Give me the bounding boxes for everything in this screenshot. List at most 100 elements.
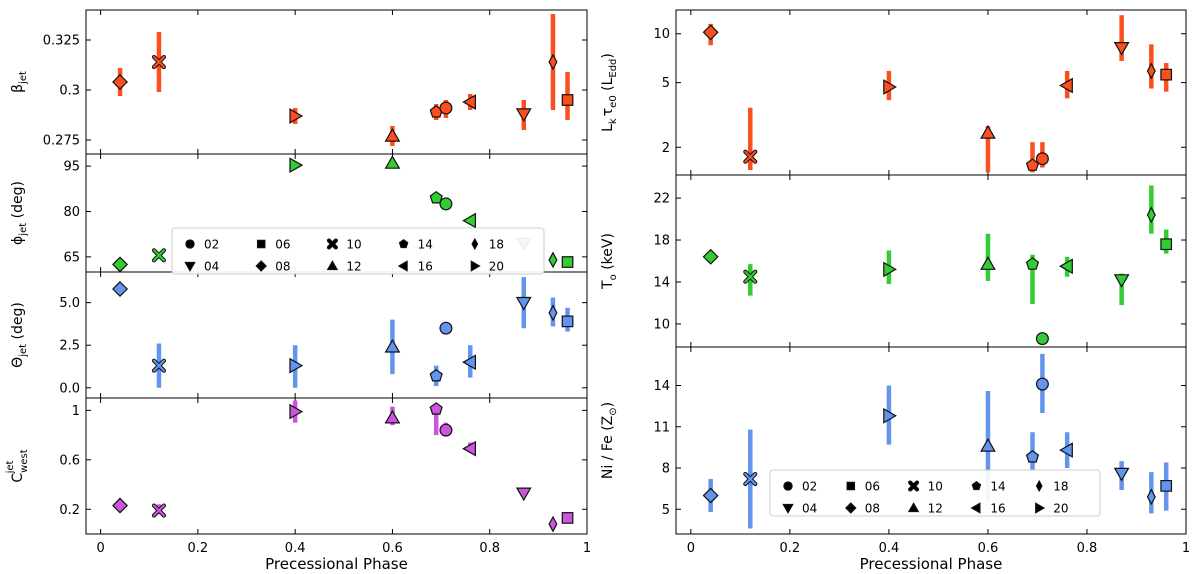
ytick-label: 80: [63, 205, 80, 220]
point-12: [980, 437, 996, 452]
ytick-label: 0.275: [43, 134, 80, 149]
point-08: [702, 24, 719, 41]
ytick-label: 1: [72, 404, 80, 419]
legend-marker-16: [970, 502, 981, 514]
point-18: [1146, 488, 1156, 506]
legend-marker-10: [326, 238, 338, 250]
point-10-stroke-b: [744, 150, 757, 163]
point-02: [439, 423, 453, 437]
ylabel-part: Θ: [10, 357, 26, 368]
point-20: [883, 407, 897, 424]
point-12: [384, 155, 401, 169]
legend-label-20: 20: [1053, 502, 1068, 516]
ylabel-part: ): [600, 402, 616, 407]
point-12: [384, 409, 401, 424]
legend-marker-16: [397, 260, 408, 272]
point-06: [561, 315, 574, 328]
legend-marker-06: [256, 239, 266, 249]
point-06: [1160, 238, 1173, 251]
ytick-label: 5: [662, 503, 670, 518]
legend-label-08: 08: [865, 502, 880, 516]
ylabel-part: (L: [600, 77, 616, 95]
legend-label-06: 06: [865, 480, 880, 494]
legend-marker-18: [471, 237, 479, 251]
ylabel-part: (deg): [10, 302, 26, 344]
point-10: [151, 248, 167, 263]
panel-frame: [85, 397, 588, 535]
point-04: [1113, 41, 1130, 56]
point-16: [462, 94, 476, 110]
point-10: [151, 503, 167, 518]
point-18: [548, 304, 558, 322]
point-02: [1035, 152, 1049, 166]
ylabel-part: T: [600, 280, 616, 290]
point-16: [1059, 258, 1073, 275]
point-10-stroke-b: [744, 472, 757, 486]
point-10: [743, 471, 758, 487]
point-08: [112, 256, 129, 273]
ylabel-c_west: Cwestjet: [5, 449, 30, 482]
ylabel-sub: ⊙: [608, 407, 619, 415]
point-06: [561, 94, 574, 106]
legend-marker-06: [846, 481, 856, 491]
point-10-stroke-b: [152, 504, 166, 517]
legend-label-16: 16: [990, 502, 1005, 516]
legend-label-06: 06: [275, 238, 290, 252]
ytick-label: 2.5: [59, 339, 80, 354]
ylabel-sub: Edd: [608, 59, 619, 78]
legend-right: 02 06 10 14 18 04 08 12 16 20: [769, 469, 1101, 517]
legend-label-08: 08: [275, 260, 290, 274]
ytick-label: 14: [653, 275, 670, 290]
ylabel-part: (keV): [600, 233, 616, 274]
xtick-label: 1: [1182, 541, 1190, 556]
point-14: [1025, 450, 1040, 463]
legend-marker-04: [184, 261, 196, 272]
point-04: [1113, 467, 1130, 482]
xtick-label: 0.6: [382, 541, 403, 556]
ytick-label: 2: [662, 141, 670, 156]
legend-label-12: 12: [928, 502, 943, 516]
legend-marker-10: [908, 480, 920, 492]
xtick-label: 0.8: [479, 541, 500, 556]
ylabel-lk_tau: Lkτe0 (LEdd): [600, 53, 619, 132]
point-12: [384, 127, 401, 142]
ylabel-part: ): [600, 53, 616, 58]
point-20: [289, 403, 304, 420]
point-20: [883, 261, 897, 278]
ytick-label: 22: [653, 192, 670, 207]
xtick-label: 0.8: [1077, 541, 1098, 556]
legend-label-04: 04: [204, 260, 219, 274]
xtick-label: 0: [687, 541, 695, 556]
ylabel-part: ϕ: [10, 236, 26, 245]
ylabel-ni_fe: Ni / Fe (Z⊙): [600, 402, 619, 479]
xtick-label: 0: [96, 541, 104, 556]
point-08: [702, 248, 719, 265]
ytick-label: 95: [63, 160, 80, 175]
legend-marker-14: [398, 238, 409, 249]
legend-left: 02 06 10 14 18 04 08 12 16 20: [171, 227, 545, 275]
ylabel-t0: To (keV): [600, 233, 619, 290]
legend-label-18: 18: [1053, 480, 1068, 494]
point-10-stroke-b: [152, 249, 166, 262]
legend-marker-12: [907, 502, 920, 513]
legend-label-14: 14: [990, 480, 1005, 494]
panel-theta_jet: 0.0 2.5 5.0: [59, 271, 588, 399]
ylabel-theta_jet: Θjet (deg): [10, 302, 29, 368]
panel-ni_fe: 5 8 11 14 0 0.2 0.4 0.6 0.8 1: [653, 346, 1190, 556]
ylabel-sub: jet: [18, 344, 29, 358]
point-02: [439, 101, 453, 115]
point-08: [702, 487, 719, 504]
xtick-label: 0.2: [188, 541, 209, 556]
xtick-label: 1: [583, 541, 591, 556]
point-06: [1160, 480, 1173, 492]
ytick-label: 0.2: [59, 503, 80, 518]
point-14: [1025, 257, 1040, 270]
legend-marker-14: [971, 480, 982, 491]
point-18: [1146, 62, 1156, 80]
point-18: [548, 53, 558, 71]
point-04: [1113, 274, 1130, 288]
point-12: [980, 124, 996, 139]
ylabel-part: Ni / Fe (Z: [600, 416, 616, 479]
panel-frame: [675, 174, 1187, 348]
ytick-label: 0.0: [59, 381, 80, 396]
